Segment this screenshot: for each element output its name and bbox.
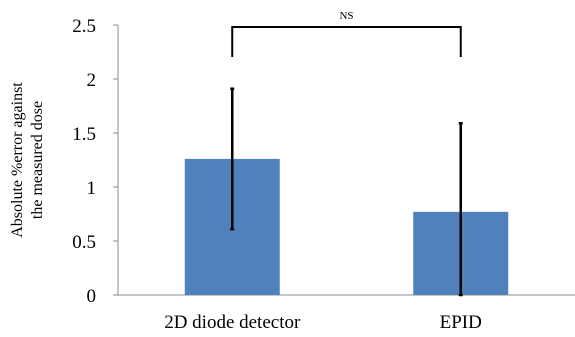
y-tick-label: 1.5 [72, 124, 96, 145]
y-axis-label-line-1: Absolute %error against [9, 82, 26, 238]
error-bars [230, 87, 463, 297]
y-ticks: 0 0.5 1 1.5 2 2.5 [72, 16, 118, 307]
category-labels: 2D diode detector EPID [164, 312, 482, 333]
y-tick-label: 1 [87, 178, 97, 199]
significance-label: NS [339, 10, 353, 22]
significance-bracket [231, 26, 462, 57]
y-axis-label-line-2: the measured dose [29, 101, 46, 219]
significance-bracket-line [231, 26, 462, 57]
y-tick-label: 0.5 [72, 232, 96, 253]
category-label: 2D diode detector [164, 312, 301, 333]
category-label: EPID [440, 312, 482, 333]
y-tick-label: 2.5 [72, 16, 96, 37]
y-tick-label: 2 [87, 70, 97, 91]
y-tick-label: 0 [87, 286, 97, 307]
